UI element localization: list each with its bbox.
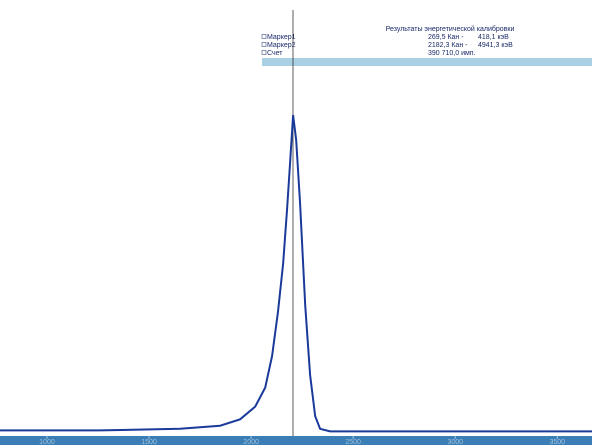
checkbox: [261, 50, 267, 55]
panel-bar: [262, 58, 592, 66]
checkbox: [261, 42, 267, 47]
x-tick-label: 1000: [39, 439, 55, 445]
row-value: 390 710,0 имп.: [428, 50, 476, 57]
row-label: Маркер2: [267, 42, 296, 49]
x-tick-label: 1500: [141, 439, 157, 445]
row-label: Маркер1: [267, 34, 296, 41]
x-tick-label: 2500: [345, 439, 361, 445]
x-tick-label: 3500: [550, 439, 566, 445]
row-label: Счет: [267, 50, 283, 57]
checkbox: [261, 34, 267, 39]
x-tick-label: 3000: [447, 439, 463, 445]
row-value: 2182,3 Кан -: [428, 42, 468, 49]
panel-title: Результаты энергетической калибровки: [386, 25, 515, 33]
x-axis-band: [0, 436, 592, 445]
row-energy: 418,1 кэВ: [478, 34, 509, 41]
spectrum-line: [0, 114, 592, 433]
row-value: 269,5 Кан -: [428, 34, 464, 41]
x-tick-label: 2000: [243, 439, 259, 445]
row-energy: 4941,3 кэВ: [478, 42, 513, 49]
